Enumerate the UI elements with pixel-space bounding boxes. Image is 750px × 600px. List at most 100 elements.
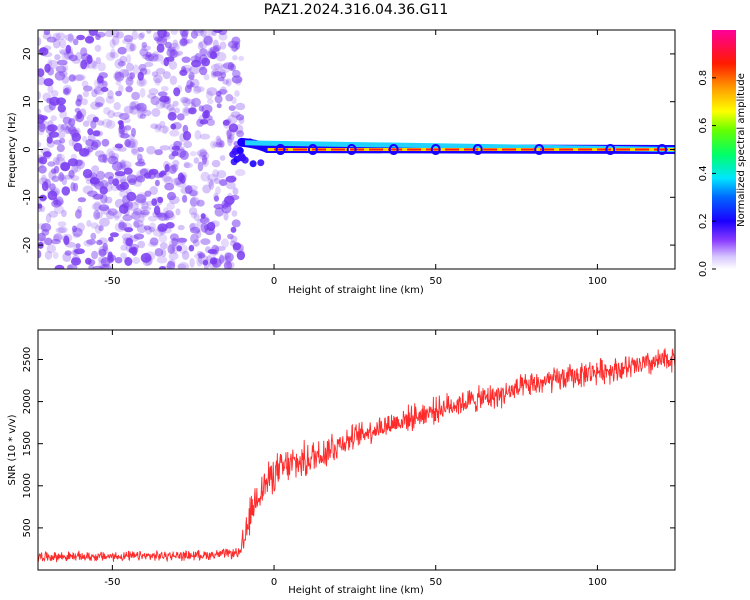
- snr-ticks: -50 0 50 100 500 1000 1500 2000 2500: [22, 330, 675, 588]
- noise-blob: [194, 86, 205, 93]
- noise-blob: [118, 84, 124, 93]
- noise-blob: [119, 159, 127, 169]
- noise-blob: [122, 38, 133, 45]
- noise-blob: [49, 96, 60, 106]
- noise-blob: [151, 198, 158, 207]
- noise-blob: [68, 54, 78, 62]
- noise-blob: [43, 78, 54, 87]
- noise-blob: [149, 237, 159, 246]
- x-tick-label: 0: [271, 577, 277, 588]
- noise-blob: [212, 39, 219, 49]
- ridge-bump: [534, 144, 545, 155]
- noise-blob: [171, 177, 182, 186]
- noise-blob: [125, 62, 134, 72]
- noise-blob: [190, 55, 200, 63]
- noise-blob: [64, 174, 73, 180]
- noise-blob: [214, 94, 223, 104]
- noise-blob: [171, 150, 179, 157]
- noise-blob: [155, 212, 166, 218]
- noise-blob: [60, 123, 69, 131]
- y-tick-label: 1500: [22, 431, 33, 456]
- noise-blob: [117, 120, 124, 126]
- noise-blob: [186, 79, 193, 90]
- noise-blob: [188, 107, 197, 115]
- noise-blob: [76, 94, 83, 102]
- noise-blob: [215, 135, 222, 146]
- noise-blob: [107, 208, 118, 216]
- noise-blob: [124, 125, 132, 131]
- noise-blob: [46, 133, 55, 141]
- noise-blob: [62, 88, 70, 95]
- noise-blob: [128, 138, 139, 148]
- noise-blob: [154, 179, 160, 187]
- noise-blob: [88, 264, 95, 269]
- noise-blob: [200, 171, 210, 182]
- noise-blob: [92, 61, 98, 70]
- noise-blob: [38, 91, 41, 100]
- noise-blob: [171, 163, 178, 173]
- noise-blob: [53, 139, 62, 145]
- noise-blob: [223, 260, 232, 269]
- noise-blob: [198, 252, 206, 259]
- noise-blob: [72, 233, 81, 239]
- noise-blob: [207, 249, 218, 254]
- noise-blob: [189, 258, 195, 268]
- noise-blob: [63, 235, 70, 245]
- noise-blob: [109, 51, 119, 59]
- noise-blob: [38, 250, 42, 259]
- x-tick-label: 100: [588, 577, 607, 588]
- noise-blob: [227, 114, 238, 125]
- noise-blob: [123, 105, 134, 114]
- noise-blob: [235, 78, 242, 86]
- noise-blob: [90, 232, 97, 241]
- noise-blob: [114, 71, 125, 82]
- transition-blob: [257, 159, 265, 167]
- noise-blob: [84, 36, 95, 44]
- noise-blob: [158, 125, 170, 133]
- noise-blob: [96, 239, 103, 246]
- ridge-bump: [472, 144, 483, 155]
- noise-blob: [212, 71, 223, 77]
- noise-blob: [168, 107, 176, 117]
- noise-blob: [151, 71, 159, 77]
- noise-blob: [157, 91, 168, 97]
- noise-blob: [76, 110, 83, 120]
- y-tick-label: 10: [22, 95, 33, 108]
- noise-blob: [147, 215, 158, 222]
- noise-blob: [200, 213, 206, 219]
- noise-blob: [141, 53, 151, 60]
- noise-blob: [207, 173, 219, 182]
- noise-blob: [219, 140, 225, 148]
- noise-blob: [164, 182, 175, 191]
- noise-blob: [234, 41, 241, 50]
- ridge-bump: [388, 144, 399, 155]
- noise-blob: [196, 199, 205, 207]
- noise-blob: [149, 186, 158, 195]
- noise-blob: [100, 194, 108, 204]
- noise-blob: [114, 257, 123, 264]
- snr-xlabel: Height of straight line (km): [288, 585, 424, 596]
- noise-blob: [153, 172, 163, 179]
- noise-blob: [234, 90, 240, 97]
- noise-blob: [103, 107, 111, 115]
- noise-blob: [136, 153, 143, 162]
- noise-blob: [73, 165, 82, 172]
- noise-blob: [61, 209, 67, 218]
- noise-blob: [94, 102, 104, 108]
- noise-blob: [173, 140, 183, 147]
- noise-blob: [100, 87, 109, 92]
- noise-blob: [42, 92, 52, 102]
- noise-blob: [131, 211, 139, 220]
- noise-blob: [158, 172, 165, 178]
- noise-blob: [54, 264, 65, 269]
- noise-blob: [190, 211, 198, 219]
- noise-blob: [141, 168, 151, 174]
- noise-blob: [97, 154, 107, 163]
- noise-blob: [124, 139, 131, 148]
- noise-blob: [71, 225, 78, 233]
- noise-blob: [47, 124, 58, 132]
- noise-blob: [147, 241, 159, 247]
- noise-blob: [72, 227, 83, 237]
- noise-blob: [58, 172, 64, 182]
- noise-blob: [176, 148, 187, 158]
